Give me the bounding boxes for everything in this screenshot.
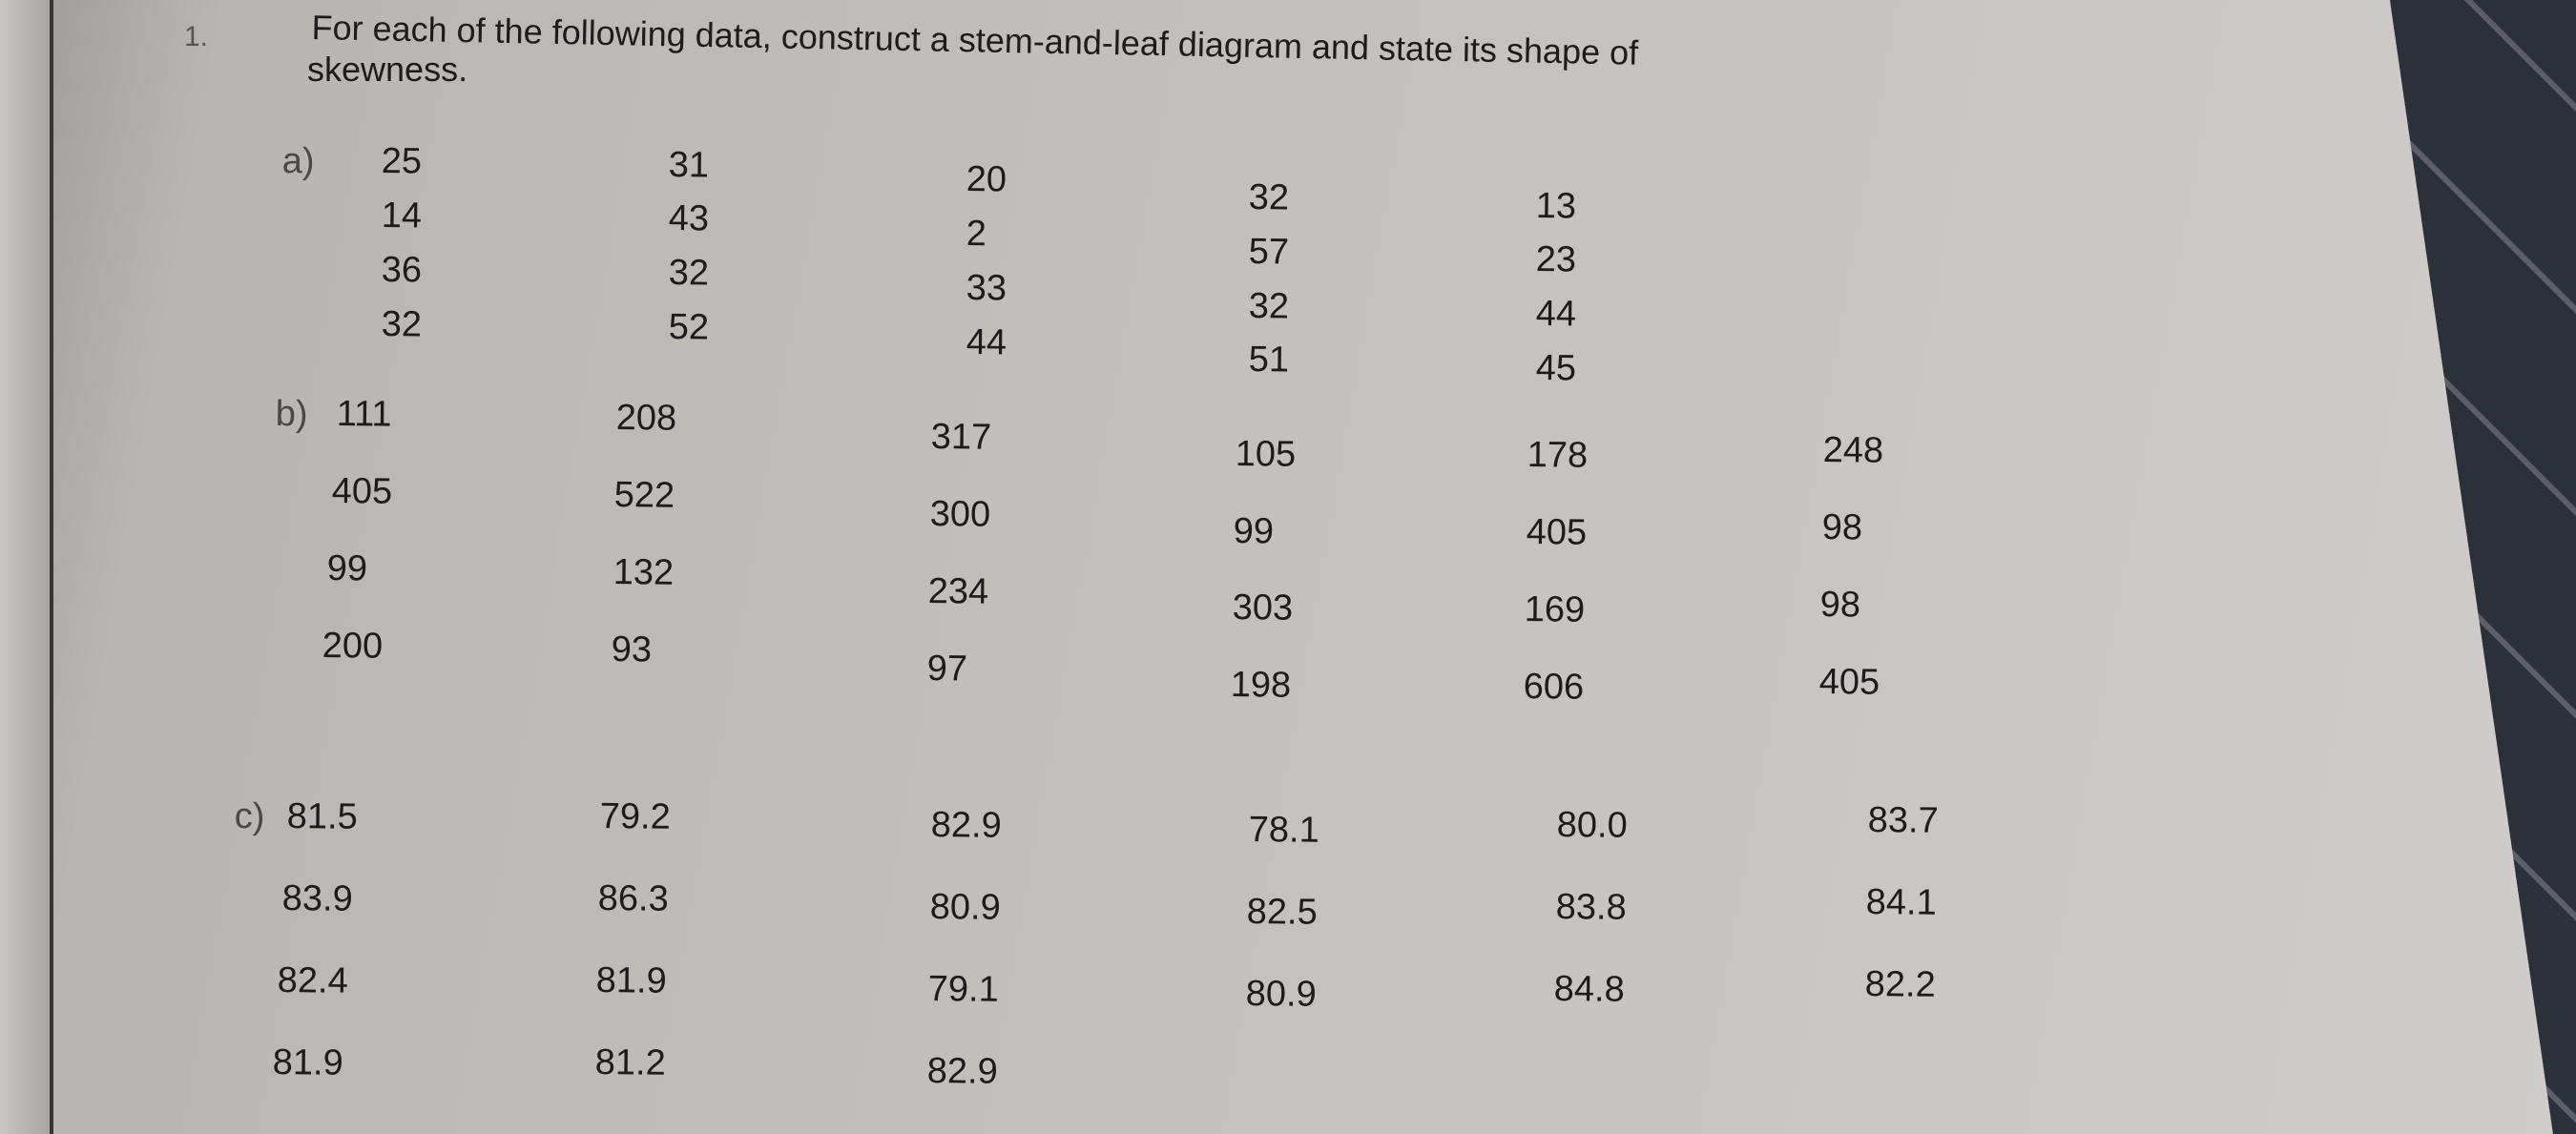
data-value: 43: [668, 198, 710, 239]
question-text: For each of the following data, construc…: [311, 8, 1639, 72]
data-value: 169: [1524, 589, 1586, 630]
data-value: 44: [966, 321, 1007, 362]
data-value: 81.9: [595, 960, 668, 1002]
data-value: 178: [1527, 435, 1589, 476]
part-label: c): [234, 796, 265, 837]
data-value: 84.8: [1553, 968, 1626, 1010]
data-value: 31: [668, 144, 710, 185]
data-value: 303: [1232, 588, 1294, 629]
question-text-continued: skewness.: [307, 50, 468, 89]
data-value: 32: [1248, 285, 1289, 327]
data-value: 93: [611, 629, 653, 670]
question-number: 1.: [184, 21, 209, 52]
data-value: 81.5: [286, 796, 359, 837]
data-value: 82.9: [930, 804, 1003, 846]
data-value: 248: [1822, 430, 1884, 471]
data-value: 83.9: [281, 878, 354, 920]
data-value: 2: [966, 213, 987, 255]
data-value: 32: [1248, 176, 1289, 218]
data-value: 82.4: [277, 960, 348, 1002]
data-value: 57: [1248, 231, 1289, 273]
data-value: 25: [381, 141, 422, 182]
data-value: 606: [1523, 667, 1585, 708]
data-value: 98: [1821, 507, 1863, 548]
data-value: 79.2: [599, 796, 671, 837]
data-value: 14: [381, 195, 422, 237]
data-value: 80.9: [929, 886, 1001, 928]
data-value: 111: [336, 394, 392, 435]
data-value: 405: [1818, 661, 1880, 703]
data-value: 13: [1535, 185, 1577, 227]
data-value: 32: [668, 253, 710, 294]
data-value: 23: [1535, 239, 1577, 280]
part-label: a): [281, 141, 315, 182]
data-value: 80.0: [1557, 804, 1629, 846]
data-value: 405: [1526, 512, 1588, 553]
data-value: 52: [668, 307, 710, 348]
book-binding: [0, 0, 53, 1134]
data-value: 99: [326, 548, 367, 589]
data-value: 78.1: [1248, 809, 1319, 851]
data-value: 198: [1230, 665, 1292, 707]
data-value: 45: [1535, 348, 1577, 389]
data-value: 51: [1248, 340, 1289, 381]
data-value: 522: [613, 474, 675, 516]
data-value: 98: [1819, 585, 1861, 626]
data-value: 82.9: [926, 1051, 998, 1092]
data-value: 33: [966, 267, 1007, 309]
data-value: 81.9: [272, 1042, 343, 1084]
data-value: 97: [926, 649, 967, 690]
data-value: 80.9: [1245, 974, 1317, 1015]
data-value: 405: [331, 471, 393, 512]
data-value: 317: [930, 417, 992, 459]
data-value: 82.2: [1864, 963, 1936, 1005]
data-value: 44: [1535, 294, 1577, 335]
data-value: 300: [929, 494, 991, 535]
data-value: 86.3: [597, 878, 669, 920]
part-label: b): [275, 394, 309, 435]
data-value: 208: [615, 397, 677, 439]
data-value: 234: [927, 571, 989, 612]
data-value: 200: [322, 626, 383, 667]
data-value: 84.1: [1865, 881, 1938, 923]
data-value: 32: [381, 303, 422, 345]
data-value: 99: [1233, 510, 1275, 551]
data-value: 36: [381, 249, 422, 291]
data-value: 79.1: [927, 968, 1000, 1010]
data-value: 20: [966, 159, 1007, 200]
data-value: 82.5: [1246, 892, 1319, 933]
data-value: 83.7: [1867, 799, 1939, 841]
data-value: 105: [1235, 433, 1297, 475]
data-value: 81.2: [594, 1042, 666, 1084]
data-value: 132: [613, 551, 675, 593]
background-fabric: [2390, 0, 2576, 1134]
data-value: 83.8: [1555, 886, 1627, 928]
